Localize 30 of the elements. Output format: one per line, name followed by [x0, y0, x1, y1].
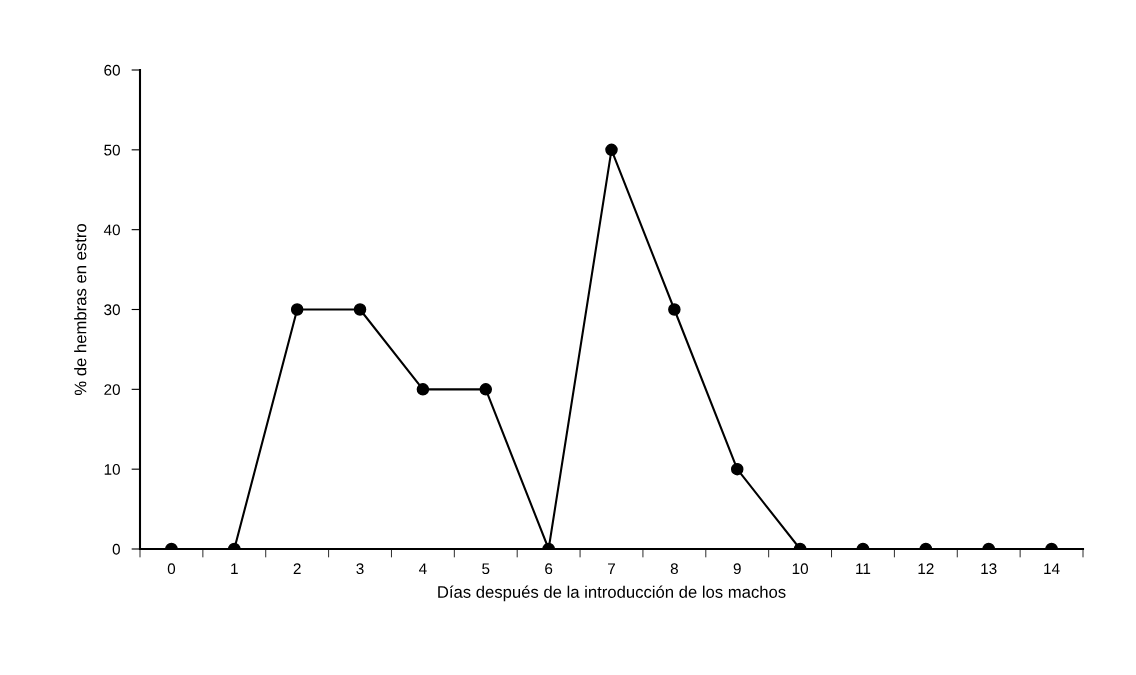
point	[416, 383, 430, 396]
y-tick-label: 50	[104, 144, 120, 156]
x-tick-label: 6	[545, 563, 553, 575]
y-tick-label: 10	[104, 464, 120, 475]
y-tick-label: 60	[104, 64, 120, 76]
x-tick-label: 13	[981, 563, 997, 575]
point	[290, 303, 304, 316]
x-tick-label: 7	[608, 563, 615, 574]
point	[668, 303, 681, 316]
x-tick-label: 0	[167, 563, 176, 575]
x-tick-label: 4	[419, 563, 427, 574]
x-tick-label: 8	[670, 563, 678, 575]
x-tick-label: 10	[792, 563, 808, 575]
y-tick-label: 40	[103, 224, 120, 236]
x-tick-label: 11	[856, 563, 871, 574]
point	[353, 303, 367, 316]
x-tick-label: 5	[482, 563, 490, 575]
x-tick-label: 12	[918, 563, 934, 574]
x-tick-label: 1	[231, 563, 238, 574]
y-tick-label: 30	[104, 304, 120, 316]
y-tick-label: 0	[112, 543, 120, 555]
x-tick-label: 9	[733, 563, 741, 575]
x-tick-label: 14	[1044, 563, 1060, 574]
y-tick-label: 20	[104, 384, 120, 396]
y-axis-title: % de hembras en estro	[74, 224, 87, 396]
point	[730, 462, 744, 476]
x-tick-label: 2	[293, 563, 301, 574]
x-axis-title: Días después de la introducción de los machos	[438, 585, 786, 602]
x-tick-label: 3	[356, 563, 364, 575]
point	[479, 383, 493, 396]
